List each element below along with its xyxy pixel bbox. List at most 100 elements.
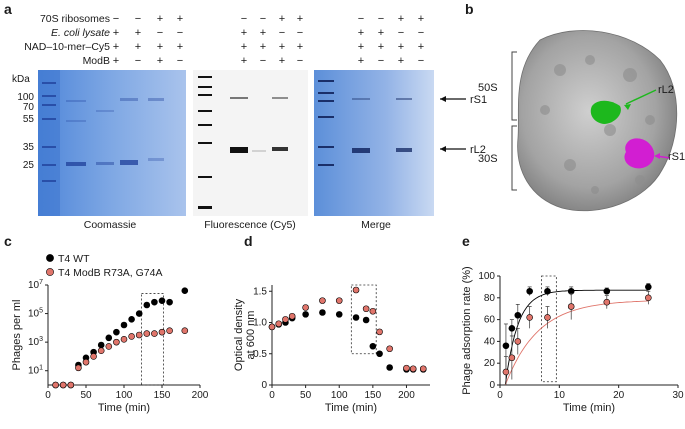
sign-g2-r2-c2: + <box>398 41 404 53</box>
sign-grid: − − + ++ + − −+ + + ++ − + −− − + ++ + − −+ + + ++ − + −− − + ++ + − −… <box>113 13 424 67</box>
row-label-lysate: E. coli lysate <box>51 27 110 39</box>
y-tick-label: 100 <box>478 271 495 282</box>
panel-label-b: b <box>465 1 474 17</box>
point-mutant-1 <box>275 320 283 328</box>
sign-g0-r0-c1: − <box>135 13 141 25</box>
point-mutant-10 <box>376 328 383 336</box>
y-tick-label: 40 <box>484 336 496 347</box>
point-mutant-15 <box>166 327 173 335</box>
ribosome-structure <box>517 30 678 212</box>
point-wt-16 <box>181 287 189 295</box>
sign-g0-r3-c3: − <box>177 55 183 67</box>
panel-label-a: a <box>4 1 12 17</box>
point-wt-0 <box>502 342 510 350</box>
gel-caption-fluorescence: Fluorescence (Cy5) <box>204 219 296 231</box>
sign-g2-r1-c0: + <box>358 27 364 39</box>
sign-g0-r2-c1: + <box>135 41 141 53</box>
point-mutant-3 <box>75 364 82 372</box>
point-wt-11 <box>135 310 143 317</box>
point-wt-7 <box>645 283 652 291</box>
point-wt-8 <box>113 328 120 336</box>
rs1-highlight <box>624 138 655 169</box>
y-tick-label: 1.0 <box>253 318 267 329</box>
y-tick-label: 0 <box>489 380 495 391</box>
gel-fluorescence <box>193 70 308 216</box>
sign-g1-r2-c0: + <box>241 41 247 53</box>
chart-adsorption-rate: 0 10 20 30 0 20 40 60 80 100 Time (min) Phage adsor… <box>461 266 684 414</box>
marker-70: 70 <box>23 102 35 113</box>
legend-text-wt: T4 WT <box>58 253 90 265</box>
band-label-rs1: rS1 <box>470 94 487 106</box>
point-mutant-6 <box>603 298 611 306</box>
structure-labels: rL2 rS1 <box>624 84 685 163</box>
panel-label-c: c <box>4 233 12 249</box>
x-tick-label: 100 <box>331 390 348 401</box>
fit-curve-1 <box>504 300 649 386</box>
x-tick-label: 0 <box>497 390 503 401</box>
sign-g0-r0-c3: + <box>177 13 183 25</box>
sign-g2-r3-c0: + <box>358 55 364 67</box>
x-tick-label: 100 <box>116 390 133 401</box>
row-label-70s: 70S ribosomes <box>40 13 110 25</box>
highlight-box <box>541 275 557 383</box>
band-arrows: rS1 rL2 <box>440 94 487 156</box>
sign-g1-r2-c1: + <box>260 41 266 53</box>
point-wt-8 <box>362 316 370 324</box>
row-label-modb: ModB <box>83 55 110 67</box>
gel-coomassie <box>38 70 186 216</box>
panel-label-e: e <box>462 233 470 249</box>
sign-g1-r0-c1: − <box>260 13 266 25</box>
sign-g2-r0-c2: + <box>398 13 404 25</box>
legend-text-mutant: T4 ModB R73A, G74A <box>58 267 162 279</box>
y-tick-label: 20 <box>484 358 496 369</box>
y-tick-label: 103 <box>28 336 43 348</box>
y-tick-label: 105 <box>28 308 43 320</box>
sign-g0-r1-c1: + <box>135 27 141 39</box>
y-tick-label: 107 <box>28 279 43 291</box>
point-mutant-11 <box>386 345 393 353</box>
point-mutant-5 <box>319 297 326 304</box>
sign-g0-r2-c0: + <box>113 41 119 53</box>
legend-marker-wt <box>46 254 54 262</box>
marker-labels: 100 70 55 35 25 <box>17 92 34 171</box>
row-label-nad: NAD–10-mer–Cy5 <box>24 41 110 53</box>
legend-marker-mutant <box>46 268 54 276</box>
x-tick-label: 50 <box>300 390 312 401</box>
sign-g2-r0-c0: − <box>358 13 364 25</box>
point-mutant-2 <box>67 381 75 389</box>
point-wt-4 <box>544 287 551 295</box>
kda-label: kDa <box>12 74 30 85</box>
y-tick-label: 0.5 <box>253 349 267 360</box>
point-mutant-0 <box>52 381 59 389</box>
x-tick-label: 50 <box>80 390 92 401</box>
sign-g2-r3-c3: − <box>418 55 424 67</box>
point-mutant-9 <box>369 307 377 315</box>
chart-optical-density: 0 50 100 150 200 0 0.5 1.0 1.5 Time (min) Optical … <box>233 284 430 414</box>
point-mutant-14 <box>158 328 166 336</box>
point-wt-1 <box>508 325 516 332</box>
point-mutant-4 <box>302 304 309 311</box>
legend-c: T4 WT T4 ModB R73A, G74A <box>46 253 162 279</box>
sign-g1-r0-c2: + <box>279 13 285 25</box>
point-wt-9 <box>369 342 377 350</box>
point-mutant-0 <box>502 368 510 376</box>
label-rl2: rL2 <box>658 84 674 96</box>
gel-merge <box>314 70 434 216</box>
sign-g0-r1-c3: − <box>177 27 183 39</box>
sign-g0-r1-c0: + <box>113 27 119 39</box>
x-tick-label: 0 <box>269 390 275 401</box>
point-mutant-2 <box>282 316 289 323</box>
y-tick-label: 80 <box>484 293 496 304</box>
x-tick-label: 30 <box>672 390 684 401</box>
sign-g1-r3-c0: + <box>241 55 247 67</box>
point-mutant-4 <box>82 358 90 366</box>
point-mutant-13 <box>151 330 158 337</box>
y-tick-label: 0 <box>261 380 267 391</box>
sign-g2-r1-c3: − <box>418 27 424 39</box>
point-mutant-7 <box>105 343 113 350</box>
sign-g1-r3-c2: + <box>279 55 285 67</box>
point-wt-2 <box>514 311 522 319</box>
point-wt-12 <box>143 301 151 309</box>
subunit-30s: 30S <box>478 153 498 165</box>
